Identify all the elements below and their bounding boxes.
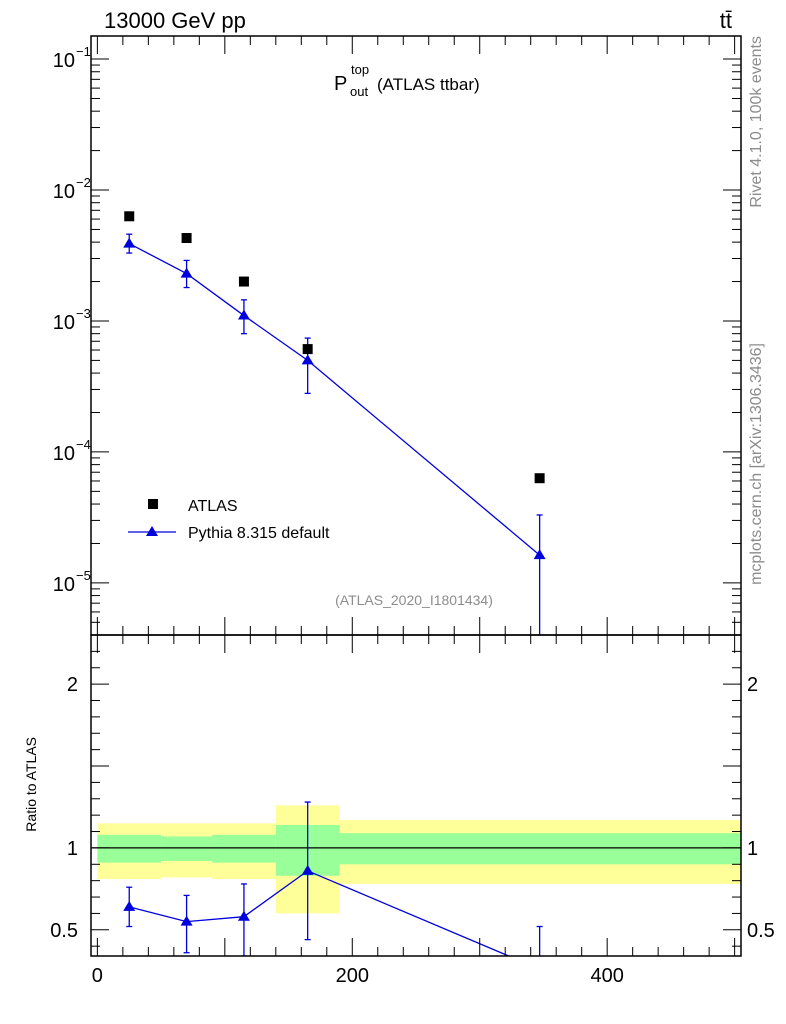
pythia-point: [533, 549, 546, 560]
main-y-tick-label: 10: [53, 312, 75, 334]
main-y-tick-exponent: −5: [76, 568, 91, 583]
energy-label: 13000 GeV pp: [104, 8, 246, 33]
ratio-pythia-point: [123, 900, 136, 911]
ratio-plot-frame: [90, 634, 742, 957]
main-data-layer: [123, 211, 546, 635]
atlas-point: [302, 344, 313, 355]
pythia-point: [123, 237, 136, 248]
ratio-y-tick-label-left: 0.5: [50, 920, 78, 942]
main-y-tick-exponent: −2: [76, 175, 91, 190]
legend-atlas-label: ATLAS: [188, 498, 238, 515]
ratio-series-group: [123, 801, 546, 973]
ratio-y-axis-label: Ratio to ATLAS: [23, 737, 39, 832]
x-tick-label: 400: [590, 965, 623, 987]
atlas-point: [238, 276, 249, 287]
main-y-tick-label: 10: [53, 50, 75, 72]
main-plot-panel: 10−110−210−310−410−5 P top out (ATLAS tt…: [53, 35, 742, 636]
atlas-point: [124, 211, 135, 222]
analysis-label: (ATLAS_2020_I1801434): [335, 592, 493, 608]
ratio-y-tick-label-right: 1: [747, 838, 758, 860]
ratio-band-inner: [339, 833, 741, 865]
plot-title-symbol: P: [334, 73, 347, 95]
ratio-pythia-point: [534, 963, 546, 973]
main-y-tick-exponent: −3: [76, 306, 91, 321]
pythia-point: [301, 354, 314, 365]
legend-atlas-marker: [148, 499, 158, 509]
ratio-band-inner: [161, 836, 213, 862]
ratio-axis-layer: 0.5 0.5 1 1 2 2 0 200 400: [50, 634, 775, 987]
main-y-tick-label: 10: [53, 181, 75, 203]
ratio-band-inner: [212, 834, 276, 863]
plot-title-subscript: out: [350, 84, 368, 99]
ratio-y-tick-label-right: 2: [747, 674, 758, 696]
mcplots-label: mcplots.cern.ch [arXiv:1306.3436]: [748, 343, 765, 585]
plot-title-superscript: top: [351, 62, 369, 77]
legend-pythia-label: Pythia 8.315 default: [188, 525, 330, 542]
plot-title-suffix: (ATLAS ttbar): [377, 75, 480, 94]
main-axis-layer: 10−110−210−310−410−5: [53, 36, 741, 636]
main-plot-frame: [90, 35, 742, 636]
rivet-version-label: Rivet 4.1.0, 100k events: [748, 36, 765, 208]
pythia-point: [180, 267, 193, 278]
ratio-plot-panel: 0.5 0.5 1 1 2 2 0 200 400 Ratio to ATLAS: [23, 634, 775, 987]
legend-pythia-marker: [146, 526, 158, 536]
x-tick-label: 0: [92, 965, 103, 987]
ratio-pythia-point: [301, 864, 314, 875]
ratio-pythia-point: [237, 910, 250, 921]
atlas-point: [534, 473, 545, 484]
main-y-tick-label: 10: [53, 443, 75, 465]
process-label: tt̄: [720, 8, 732, 33]
main-y-tick-exponent: −1: [76, 44, 91, 59]
pythia-point: [237, 309, 250, 320]
ratio-y-tick-label-left: 1: [67, 838, 78, 860]
legend: ATLAS Pythia 8.315 default: [128, 498, 330, 542]
ratio-pythia-point: [180, 915, 193, 926]
ratio-data-layer: [91, 801, 741, 973]
main-y-tick-exponent: −4: [76, 437, 91, 452]
atlas-point: [181, 233, 192, 244]
x-tick-label: 200: [336, 965, 369, 987]
ratio-band-inner: [97, 834, 162, 863]
ratio-y-tick-label-right: 0.5: [747, 920, 775, 942]
ratio-y-tick-label-left: 2: [67, 674, 78, 696]
main-y-tick-label: 10: [53, 574, 75, 596]
